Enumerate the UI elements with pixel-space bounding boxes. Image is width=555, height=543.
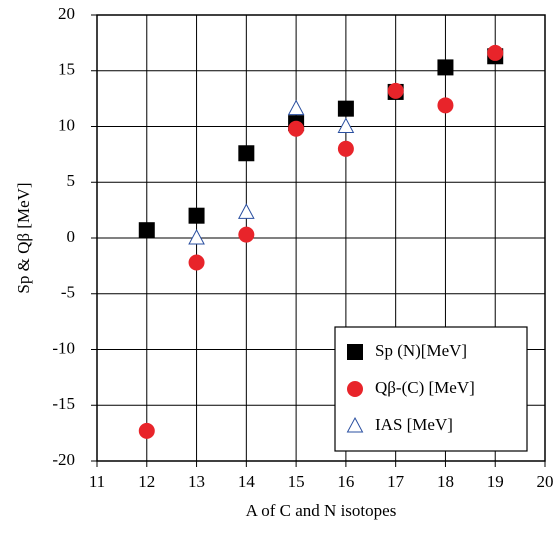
point xyxy=(188,254,205,271)
y-tick-label: -20 xyxy=(52,450,75,469)
x-tick-label: 16 xyxy=(337,472,354,491)
y-tick-label: 0 xyxy=(67,227,76,246)
legend-marker xyxy=(347,381,363,397)
point xyxy=(288,120,305,137)
x-tick-label: 19 xyxy=(487,472,504,491)
point xyxy=(138,422,155,439)
legend-marker xyxy=(346,416,364,433)
point xyxy=(437,97,454,114)
x-tick-label: 17 xyxy=(387,472,405,491)
point xyxy=(237,203,255,219)
legend-label: Qβ-(C) [MeV] xyxy=(375,378,475,397)
point xyxy=(337,117,355,133)
y-axis-title: Sp & Qβ [MeV] xyxy=(14,182,33,293)
point xyxy=(188,228,205,245)
x-tick-label: 15 xyxy=(288,472,305,491)
x-tick-label: 12 xyxy=(138,472,155,491)
point xyxy=(337,140,354,157)
legend-marker xyxy=(347,344,363,360)
x-tick-label: 13 xyxy=(188,472,205,491)
point xyxy=(188,207,205,224)
point xyxy=(238,226,255,243)
y-tick-label: 5 xyxy=(67,171,76,190)
legend-box xyxy=(334,326,528,452)
point xyxy=(287,99,305,116)
point xyxy=(138,222,155,239)
x-tick-label: 18 xyxy=(437,472,454,491)
y-tick-label: 10 xyxy=(58,115,75,134)
y-tick-label: 15 xyxy=(58,60,75,79)
point xyxy=(337,100,354,117)
x-tick-label: 20 xyxy=(537,472,554,491)
x-tick-label: 11 xyxy=(89,472,105,491)
point xyxy=(238,145,255,162)
y-tick-label: 20 xyxy=(58,4,75,23)
point xyxy=(387,82,404,99)
point xyxy=(487,44,504,61)
point xyxy=(437,59,454,76)
legend-label: IAS [MeV] xyxy=(375,415,453,434)
legend-label: Sp (N)[MeV] xyxy=(375,341,467,360)
y-tick-label: -10 xyxy=(52,338,75,357)
x-axis-title: A of C and N isotopes xyxy=(246,501,397,520)
plot-frame xyxy=(96,14,546,462)
y-tick-label: -5 xyxy=(61,283,75,302)
y-tick-label: -15 xyxy=(52,394,75,413)
x-tick-label: 14 xyxy=(238,472,256,491)
